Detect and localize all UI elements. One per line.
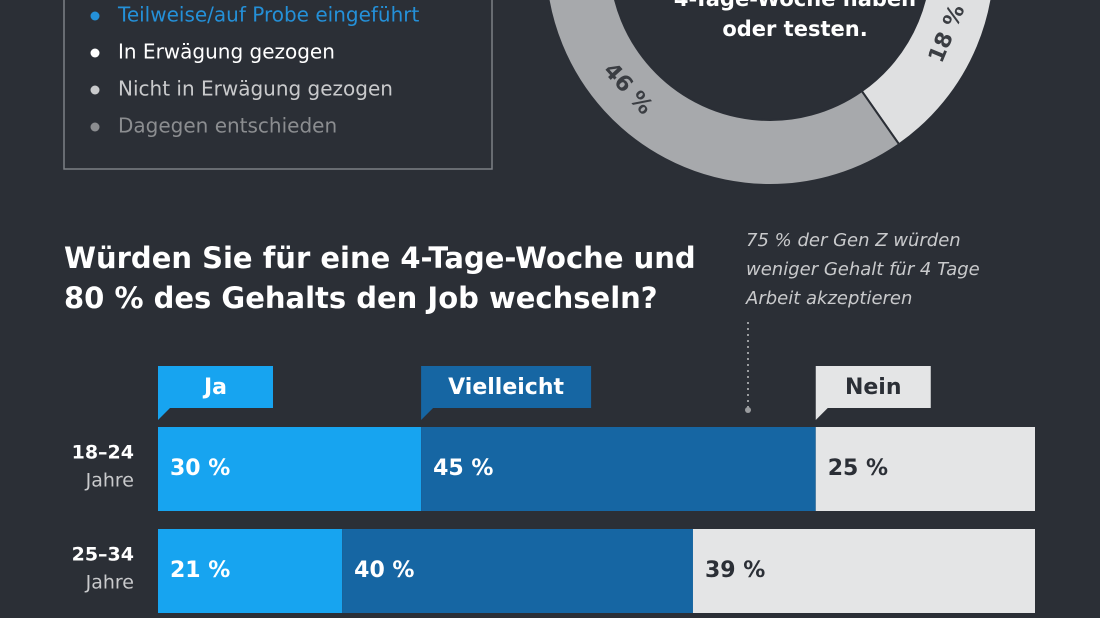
bar-segment <box>342 529 693 613</box>
bar-value-label: 25 % <box>828 456 888 481</box>
legend-tab <box>421 366 592 420</box>
category-label: 25–34 <box>72 544 134 566</box>
annotation-dot <box>745 407 751 413</box>
legend-label: In Erwägung gezogen <box>118 40 335 64</box>
legend-tab <box>158 366 273 420</box>
legend-tab <box>815 366 931 420</box>
legend-label: Vielleicht <box>448 375 564 400</box>
bar-value-label: 40 % <box>354 558 414 583</box>
bar-value-label: 39 % <box>705 558 765 583</box>
legend-marker <box>90 48 100 58</box>
category-label: 18–24 <box>72 442 134 464</box>
category-sublabel: Jahre <box>85 572 134 594</box>
legend-marker <box>90 85 100 95</box>
legend-label: Ja <box>202 375 227 400</box>
legend-box <box>63 0 493 170</box>
category-sublabel: Jahre <box>85 470 134 492</box>
legend-label: Nein <box>845 375 902 400</box>
bar-segment <box>421 427 816 511</box>
bar-value-label: 30 % <box>170 456 230 481</box>
legend-label: Nicht in Erwägung gezogen <box>118 77 393 101</box>
legend-marker <box>90 11 100 21</box>
bar-value-label: 21 % <box>170 558 230 583</box>
bar-segment <box>158 529 343 613</box>
bar-title: Würden Sie für eine 4-Tage-Woche und 80 … <box>64 241 696 315</box>
legend-marker <box>90 122 100 132</box>
annotation: 75 % der Gen Z würden weniger Gehalt für… <box>746 230 980 309</box>
donut-center-text: 4-Tage-Woche haben <box>674 0 916 11</box>
donut-center-text: oder testen. <box>722 17 867 41</box>
bar-segment <box>692 529 1035 613</box>
bar-segment <box>815 427 1035 511</box>
legend-label: Dagegen entschieden <box>118 114 337 138</box>
bar-value-label: 45 % <box>433 456 493 481</box>
donut-slice <box>547 0 901 186</box>
legend-label: Teilweise/auf Probe eingeführt <box>117 3 419 27</box>
bar-segment <box>158 427 422 511</box>
